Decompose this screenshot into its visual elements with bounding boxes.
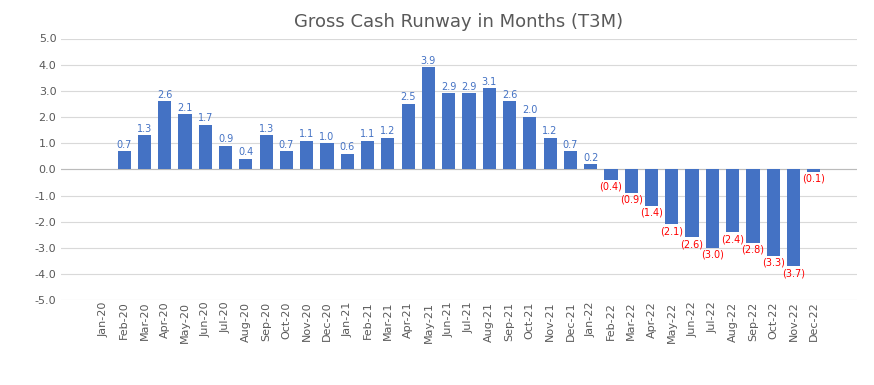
Bar [178,114,191,169]
Bar [381,138,394,169]
Bar [706,169,719,248]
Text: 3.9: 3.9 [420,56,436,66]
Text: 1.0: 1.0 [319,132,335,142]
Text: 1.1: 1.1 [360,129,375,139]
Text: 1.2: 1.2 [543,126,558,136]
Text: 1.7: 1.7 [198,113,213,123]
Bar [766,169,780,256]
Text: 2.6: 2.6 [502,90,517,100]
Text: (1.4): (1.4) [640,208,663,218]
Bar [260,136,273,169]
Text: (0.1): (0.1) [802,174,825,184]
Bar [158,101,171,169]
Text: (3.3): (3.3) [762,258,785,268]
Bar [524,117,537,169]
Text: 2.0: 2.0 [522,105,538,116]
Bar [280,151,293,169]
Text: 0.9: 0.9 [218,134,233,144]
Bar [564,151,577,169]
Bar [665,169,678,224]
Text: 1.3: 1.3 [137,124,152,134]
Bar [442,94,455,169]
Text: 1.2: 1.2 [380,126,396,136]
Bar [544,138,557,169]
Bar [138,136,151,169]
Text: (0.9): (0.9) [620,195,642,205]
Text: (3.0): (3.0) [701,250,724,260]
Bar [401,104,415,169]
Bar [787,169,800,266]
Bar [584,164,597,169]
Bar [503,101,517,169]
Bar [361,141,374,169]
Bar [118,151,131,169]
Bar [645,169,658,206]
Text: 0.7: 0.7 [279,139,295,149]
Bar [808,169,821,172]
Text: (2.4): (2.4) [721,234,744,244]
Text: 0.6: 0.6 [340,142,355,152]
Title: Gross Cash Runway in Months (T3M): Gross Cash Runway in Months (T3M) [295,13,623,32]
Bar [462,94,475,169]
Text: 2.5: 2.5 [400,92,416,102]
Bar [685,169,698,238]
Bar [341,154,354,169]
Bar [625,169,638,193]
Bar [604,169,618,180]
Text: 2.1: 2.1 [177,103,193,113]
Text: 2.9: 2.9 [441,82,456,92]
Text: 0.7: 0.7 [116,139,132,149]
Text: 0.4: 0.4 [239,147,253,157]
Text: 1.1: 1.1 [299,129,315,139]
Bar [321,143,334,169]
Text: (2.6): (2.6) [681,239,704,249]
Bar [746,169,760,243]
Bar [219,146,232,169]
Text: 2.9: 2.9 [461,82,476,92]
Bar [422,67,435,169]
Text: (3.7): (3.7) [782,268,805,278]
Text: 3.1: 3.1 [482,77,497,87]
Text: 1.3: 1.3 [259,124,274,134]
Bar [482,88,496,169]
Text: 2.6: 2.6 [157,90,172,100]
Bar [198,125,212,169]
Bar [726,169,739,232]
Text: 0.2: 0.2 [583,152,599,162]
Text: (2.8): (2.8) [741,244,765,254]
Text: 0.7: 0.7 [563,139,578,149]
Bar [239,159,253,169]
Bar [300,141,314,169]
Text: (2.1): (2.1) [660,226,683,236]
Text: (0.4): (0.4) [600,182,622,192]
